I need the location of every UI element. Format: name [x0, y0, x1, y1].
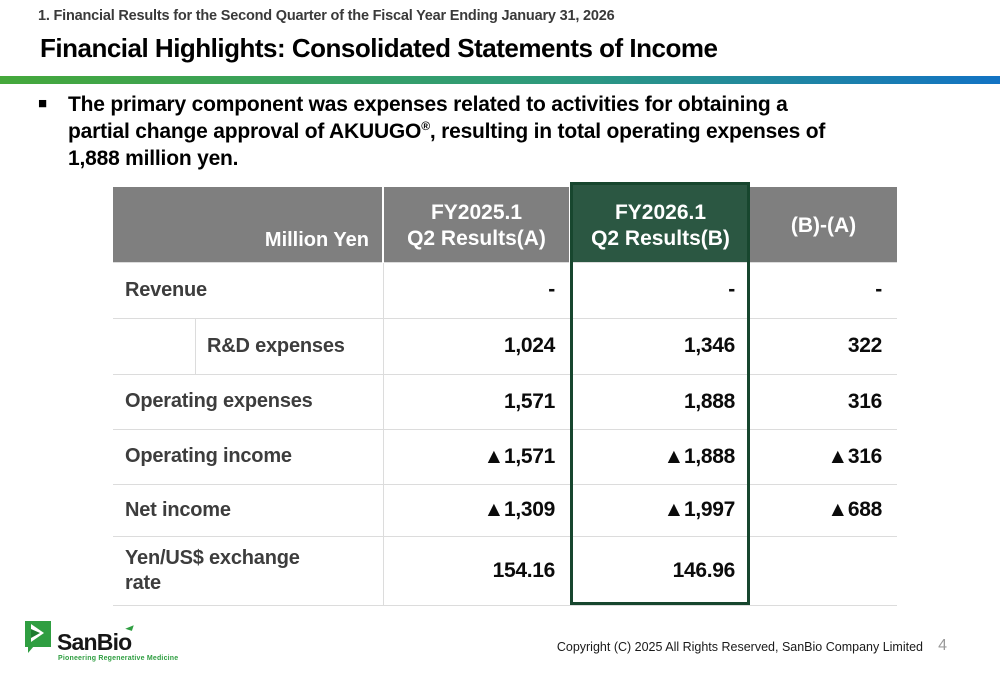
table-row-rd-expenses: R&D expenses 1,024 1,346 322	[113, 317, 897, 375]
row-label: Operating expenses	[113, 373, 384, 429]
key-message-line3: 1,888 million yen.	[68, 147, 239, 170]
row-label: R&D expenses	[113, 317, 384, 375]
value-a: ▲1,571	[383, 428, 570, 484]
table-row-exchange-rate: Yen/US$ exchange rate 154.16 146.96	[113, 535, 897, 606]
logo-tagline: Pioneering Regenerative Medicine	[58, 655, 179, 662]
value-b: 146.96	[570, 535, 750, 606]
value-b: 1,888	[570, 373, 750, 429]
logo-wordmark: SanBio	[57, 623, 135, 654]
value-a: 1,571	[383, 373, 570, 429]
table-row-operating-income: Operating income ▲1,571 ▲1,888 ▲316	[113, 428, 897, 484]
column-header-fy2025: FY2025.1 Q2 Results(A)	[383, 187, 571, 262]
income-statement-table-area: Million Yen FY2025.1 Q2 Results(A) FY202…	[113, 182, 897, 606]
copyright-text: Copyright (C) 2025 All Rights Reserved, …	[556, 640, 923, 654]
value-b: ▲1,997	[570, 483, 750, 536]
value-a: 1,024	[383, 317, 570, 374]
sanbio-leaf-icon	[25, 621, 51, 653]
value-b: -	[570, 261, 750, 318]
page-number: 4	[938, 637, 947, 654]
key-message: ■ The primary component was expenses rel…	[38, 91, 973, 172]
table-row-operating-expenses: Operating expenses 1,571 1,888 316	[113, 373, 897, 429]
page-title: Financial Highlights: Consolidated State…	[40, 33, 718, 63]
key-message-text: The primary component was expenses relat…	[68, 91, 973, 172]
row-label: Operating income	[113, 428, 384, 484]
bullet-square-icon: ■	[38, 95, 48, 112]
table-header-row: Million Yen FY2025.1 Q2 Results(A) FY202…	[113, 187, 897, 262]
value-a: 154.16	[383, 535, 570, 606]
logo-leaf-accent-icon	[125, 623, 135, 631]
value-a: -	[383, 261, 570, 318]
value-diff: ▲688	[750, 483, 897, 536]
value-a: ▲1,309	[383, 483, 570, 536]
highlight-column-riser	[570, 182, 750, 190]
row-label: Yen/US$ exchange rate	[113, 535, 384, 606]
registered-mark: ®	[421, 119, 430, 133]
value-diff: ▲316	[750, 428, 897, 484]
column-header-fy2026: FY2026.1 Q2 Results(B)	[570, 187, 750, 262]
row-label: Net income	[113, 483, 384, 536]
unit-label-cell: Million Yen	[113, 187, 384, 262]
table-row-net-income: Net income ▲1,309 ▲1,997 ▲688	[113, 483, 897, 536]
value-diff: 316	[750, 373, 897, 429]
table-row-revenue: Revenue - - -	[113, 261, 897, 318]
row-label: Revenue	[113, 261, 384, 318]
value-b: ▲1,888	[570, 428, 750, 484]
value-diff: 322	[750, 317, 897, 374]
value-diff	[750, 535, 897, 606]
column-header-diff: (B)-(A)	[750, 187, 897, 262]
key-message-line2: partial change approval of AKUUGO®, resu…	[68, 119, 826, 143]
income-statement-table: Million Yen FY2025.1 Q2 Results(A) FY202…	[113, 187, 897, 606]
key-message-line1: The primary component was expenses relat…	[68, 93, 788, 116]
section-heading: 1. Financial Results for the Second Quar…	[38, 8, 615, 24]
value-b: 1,346	[570, 317, 750, 374]
gradient-divider-bar	[0, 76, 1000, 84]
value-diff: -	[750, 261, 897, 318]
sanbio-logo: SanBio Pioneering Regenerative Medicine	[24, 620, 184, 662]
